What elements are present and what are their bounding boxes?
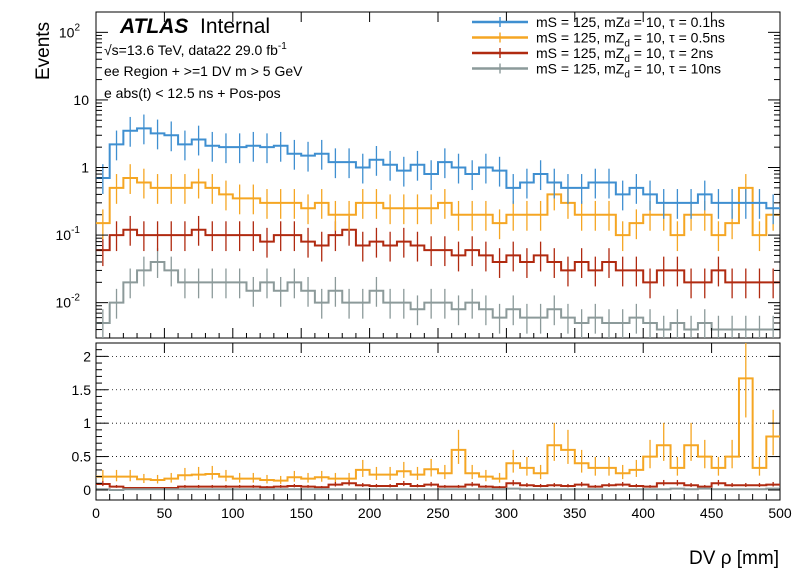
x-tick-label: 400	[632, 505, 656, 521]
legend-entry: mS = 125, mZd = 10, τ = 2ns	[536, 45, 713, 65]
legend-entry-sub: d	[624, 19, 630, 30]
ratio-axes: 0 0.5 1 1.5 2 0 50 100 150 200 250 300 350 400 450 500	[72, 343, 792, 521]
legend-entry: mS = 125, mZd = 10, τ = 0.5ns	[536, 30, 725, 50]
upper-y-tick-label: 1	[81, 160, 89, 176]
legend-entry-sub: d	[624, 39, 630, 50]
energy-label-text: √s=13.6 TeV, data22 29.0 fb	[104, 42, 278, 58]
ratio-series	[96, 479, 780, 489]
upper-y-tick-exp: 2	[74, 22, 80, 33]
legend-entry-main: mS = 125, mZ	[536, 61, 625, 77]
ratio-y-tick-label: 0	[83, 482, 91, 498]
upper-histogram-line	[96, 127, 780, 210]
ratio-series	[96, 343, 780, 484]
region-label: ee Region + >=1 DV m > 5 GeV	[104, 63, 303, 79]
selection-label: e abs(t) < 12.5 ns + Pos-pos	[104, 85, 281, 101]
ratio-y-tick-label: 1	[83, 415, 91, 431]
ratio-y-tick-label: 0.5	[72, 449, 92, 465]
legend-entry-rest: = 10, τ = 2ns	[630, 45, 713, 61]
upper-histogram-line	[96, 176, 780, 237]
ratio-histogram-line	[96, 482, 780, 489]
upper-y-tick-label: 102	[59, 22, 81, 40]
upper-series	[96, 248, 780, 338]
x-axis-label: DV ρ [mm]	[689, 548, 779, 569]
energy-label: √s=13.6 TeV, data22 29.0 fb-1	[104, 41, 287, 58]
x-tick-label: 100	[221, 505, 245, 521]
ratio-series	[96, 487, 780, 491]
legend-entry-rest: = 10, τ = 0.5ns	[630, 30, 725, 46]
legend-entry-sub: d	[624, 54, 630, 65]
y-axis-label: Events	[33, 22, 54, 80]
upper-y-tick-base: 10	[59, 24, 75, 40]
ratio-histogram-line	[96, 487, 780, 491]
legend-entry: mS = 125, mZd = 10, τ = 10ns	[536, 61, 721, 81]
upper-series	[96, 114, 780, 338]
upper-histogram-line	[96, 228, 780, 284]
x-tick-label: 50	[157, 505, 173, 521]
upper-y-tick-base: 1	[81, 160, 89, 176]
x-tick-label: 0	[92, 505, 100, 521]
upper-histogram-line	[96, 260, 780, 331]
legend-entry: mS = 125, mZd = 10, τ = 0.1ns	[536, 14, 725, 30]
upper-y-tick-label: 10	[73, 92, 89, 108]
x-tick-label: 150	[290, 505, 314, 521]
upper-y-tick-base: 10	[56, 227, 72, 243]
upper-y-tick-base: 10	[56, 295, 72, 311]
x-tick-label: 500	[768, 505, 792, 521]
legend-entry-main: mS = 125, mZ	[536, 14, 625, 30]
ratio-y-tick-label: 1.5	[72, 382, 92, 398]
upper-series	[96, 114, 780, 225]
ratio-histogram-line	[96, 377, 780, 482]
upper-y-tick-label: 10-2	[56, 293, 81, 311]
energy-label-exp: -1	[278, 41, 287, 52]
legend-entry-main: mS = 125, mZ	[536, 30, 625, 46]
x-tick-label: 350	[563, 505, 587, 521]
upper-y-tick-label: 10-1	[56, 225, 81, 243]
legend-entry-rest: = 10, τ = 0.1ns	[630, 14, 725, 30]
x-tick-label: 300	[495, 505, 519, 521]
atlas-label: ATLAS	[119, 15, 188, 38]
legend-entry-sub: d	[624, 70, 630, 81]
x-tick-label: 200	[358, 505, 382, 521]
x-tick-label: 450	[700, 505, 724, 521]
ratio-grid	[96, 355, 780, 457]
internal-label: Internal	[200, 15, 270, 38]
ratio-series	[96, 343, 780, 491]
x-tick-label: 250	[426, 505, 450, 521]
upper-y-tick-exp: -2	[71, 293, 80, 304]
legend-entry-rest: = 10, τ = 10ns	[630, 61, 721, 77]
upper-y-tick-exp: -1	[71, 225, 80, 236]
upper-series	[96, 215, 780, 299]
ratio-y-tick-label: 2	[83, 348, 91, 364]
legend-entry-main: mS = 125, mZ	[536, 45, 625, 61]
upper-y-tick-base: 10	[73, 92, 89, 108]
